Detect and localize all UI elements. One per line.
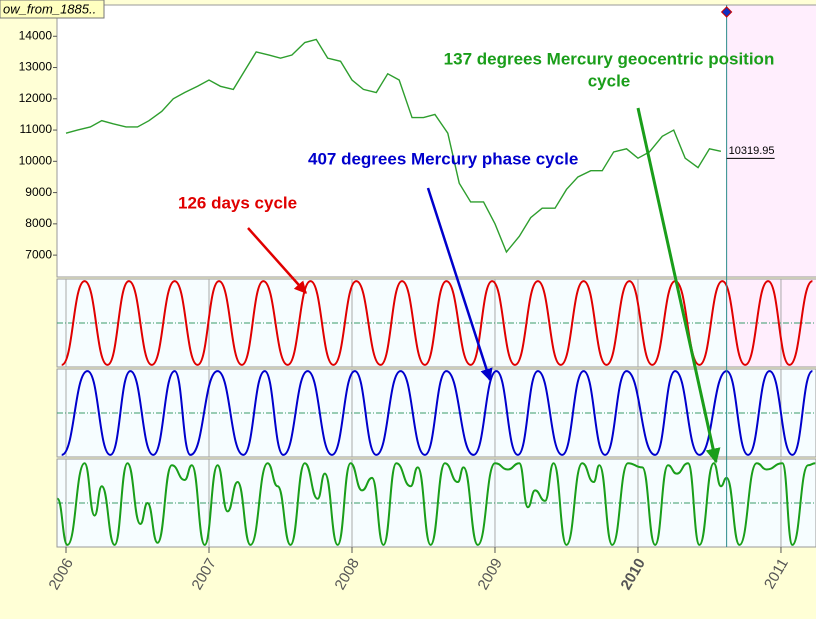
cycle-line [61, 280, 813, 366]
cursor-marker [720, 6, 733, 18]
title-text: ow_from_1885.. [3, 1, 96, 16]
y-tick-label: 12000 [19, 91, 53, 105]
price-line [65, 38, 722, 254]
price-panel [56, 4, 816, 278]
cycle-annotation: 126 days cycle [178, 193, 297, 212]
future-region [726, 5, 816, 277]
y-tick-label: 8000 [25, 216, 52, 230]
arrow [636, 107, 721, 464]
y-tick-label: 7000 [25, 247, 52, 261]
last-value-label: 10319.95 [729, 145, 775, 157]
arrow [426, 187, 493, 382]
cycle-annotation: 137 degrees Mercury geocentric position [444, 49, 775, 68]
cycle-annotation: cycle [588, 71, 631, 90]
y-tick-label: 9000 [25, 185, 52, 199]
cycle-line [61, 370, 814, 456]
y-tick-label: 14000 [19, 28, 53, 42]
y-tick-label: 11000 [20, 122, 53, 136]
cycle-annotation: 407 degrees Mercury phase cycle [308, 149, 578, 168]
arrow [247, 227, 307, 294]
y-tick-label: 13000 [19, 60, 53, 74]
y-tick-label: 10000 [19, 153, 53, 167]
title-box [0, 0, 105, 19]
cycle-line [56, 462, 816, 546]
